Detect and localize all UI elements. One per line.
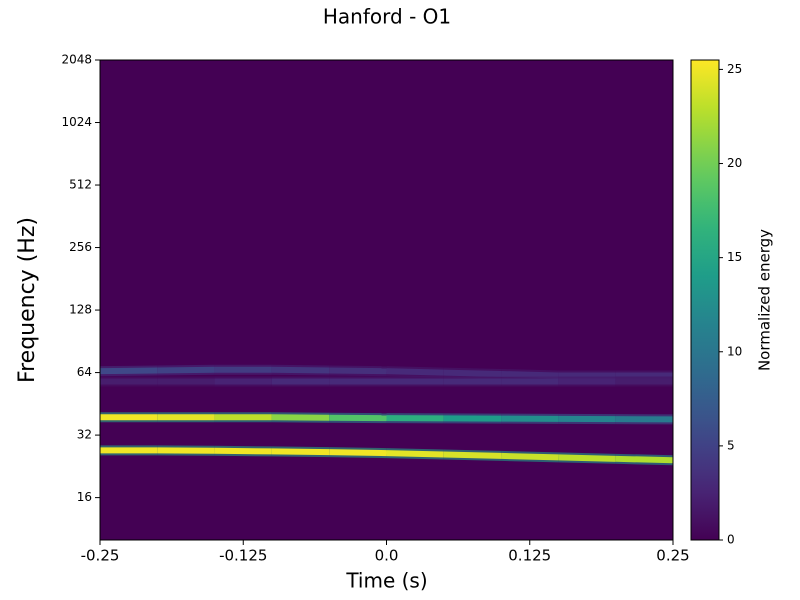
- x-tick-label: 0.25: [656, 547, 689, 565]
- track: [271, 366, 330, 374]
- track: [386, 368, 444, 376]
- track: [329, 367, 387, 375]
- track: [100, 367, 158, 375]
- track: [329, 449, 387, 457]
- track: [443, 369, 502, 377]
- chart-title: Hanford - O1: [323, 5, 451, 29]
- colorbar-tick-label: 5: [727, 438, 735, 452]
- tracks: [100, 364, 673, 466]
- y-tick-label: 32: [77, 428, 92, 442]
- colorbar: [690, 59, 720, 541]
- x-tick-label: 0.0: [375, 547, 399, 565]
- track: [558, 454, 616, 462]
- track: [501, 452, 559, 461]
- track: [214, 447, 272, 455]
- colorbar-label: Normalized energy: [756, 229, 774, 371]
- colorbar-tick-label: 20: [727, 156, 742, 170]
- colorbar-tick-label: 0: [727, 533, 735, 547]
- y-tick-label: 64: [77, 365, 92, 379]
- y-tick-label: 16: [77, 490, 92, 504]
- x-axis-label: Time (s): [345, 569, 427, 593]
- track: [271, 448, 330, 456]
- x-tick-label: 0.125: [508, 547, 551, 565]
- track: [443, 451, 502, 459]
- track: [501, 370, 559, 379]
- x-tick-label: -0.125: [219, 547, 267, 565]
- colorbar-tick-label: 25: [727, 62, 742, 76]
- y-tick-label: 512: [69, 178, 92, 192]
- track: [386, 450, 444, 458]
- y-tick-label: 128: [69, 303, 92, 317]
- y-axis-label: Frequency (Hz): [15, 217, 40, 383]
- x-tick-label: -0.25: [81, 547, 120, 565]
- y-tick-label: 256: [69, 240, 92, 254]
- track: [157, 366, 215, 374]
- plot-background: [100, 60, 673, 540]
- track: [615, 455, 673, 464]
- colorbar-tick-label: 10: [727, 344, 742, 358]
- y-tick-label: 2048: [61, 53, 92, 67]
- colorbar-tick-label: 15: [727, 250, 742, 264]
- y-tick-label: 1024: [61, 115, 92, 129]
